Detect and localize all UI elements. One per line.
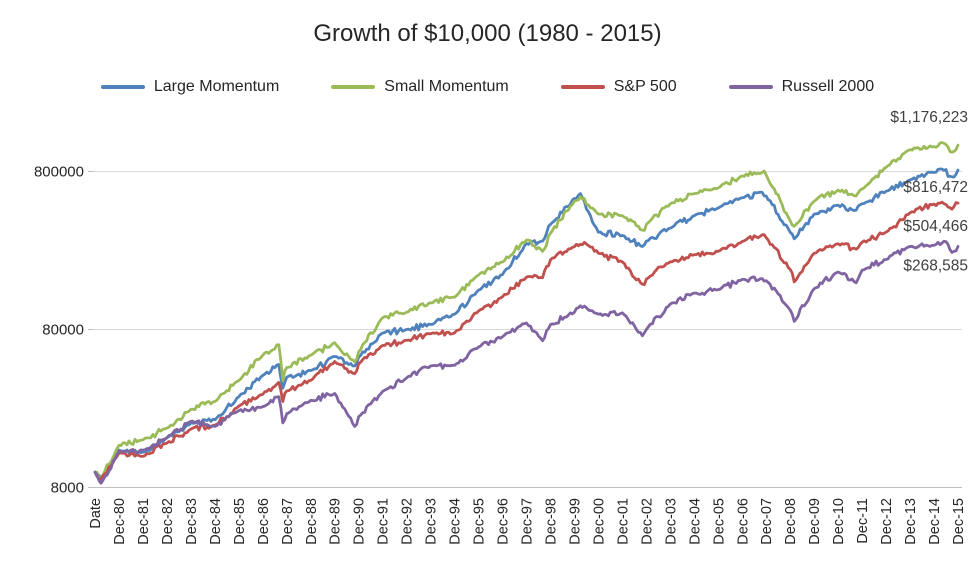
series-line-large-momentum — [93, 167, 960, 481]
legend-item-russell2000: Russell 2000 — [728, 78, 875, 96]
series-end-label-small-momentum: $1,176,223 — [890, 109, 968, 126]
legend-label: Large Momentum — [153, 78, 280, 95]
x-axis-tick-label: Dec-10 — [831, 498, 847, 545]
x-axis-tick-label: Dec-95 — [472, 498, 488, 545]
series-end-label-s-p-500: $504,466 — [903, 218, 968, 235]
legend-label: S&P 500 — [613, 78, 677, 95]
x-axis-tick-label: Dec-05 — [711, 498, 727, 545]
x-axis-tick-label: Dec-80 — [112, 498, 128, 545]
x-axis-tick-label: Dec-99 — [567, 498, 583, 545]
x-axis-tick-label: Dec-97 — [520, 498, 536, 545]
x-axis-tick-label: Dec-09 — [807, 498, 823, 545]
x-axis-tick-label: Dec-93 — [424, 498, 440, 545]
x-axis-tick-label: Dec-98 — [543, 498, 559, 545]
x-axis-tick-label: Dec-06 — [735, 498, 751, 545]
series-line-s-p-500 — [93, 200, 960, 481]
series-line-small-momentum — [93, 141, 960, 480]
legend-label: Russell 2000 — [781, 78, 875, 95]
series-end-label-large-momentum: $816,472 — [903, 179, 968, 196]
y-axis-tick-label: 800000 — [34, 164, 84, 181]
x-axis-tick-label: Dec-15 — [951, 498, 967, 545]
x-axis-tick-label: Dec-01 — [615, 498, 631, 545]
legend-item-sp500: S&P 500 — [560, 78, 677, 96]
x-axis-tick-label: Dec-89 — [328, 498, 344, 545]
legend-line-swatch — [331, 85, 376, 89]
legend-label: Small Momentum — [384, 78, 509, 95]
x-axis-tick-label: Dec-92 — [400, 498, 416, 545]
x-axis-tick-label: Dec-84 — [208, 498, 224, 545]
x-axis-tick-label: Dec-96 — [496, 498, 512, 545]
x-axis-tick-label: Dec-86 — [256, 498, 272, 545]
legend-line-swatch — [560, 85, 605, 89]
series-end-label-russell-2000: $268,585 — [903, 257, 968, 274]
x-axis-tick-label: Dec-13 — [903, 498, 919, 545]
x-axis-tick-label: Dec-02 — [639, 498, 655, 545]
x-axis-tick-label: Dec-83 — [184, 498, 200, 545]
x-axis-tick-label: Dec-87 — [280, 498, 296, 545]
x-axis-tick-label: Date — [88, 498, 104, 529]
x-axis-tick-label: Dec-11 — [855, 498, 871, 544]
x-axis-tick-label: Dec-03 — [663, 498, 679, 545]
x-axis-tick-label: Dec-00 — [591, 498, 607, 545]
legend-line-swatch — [100, 85, 145, 89]
x-axis-tick-label: Dec-88 — [304, 498, 320, 545]
x-axis-tick-label: Dec-85 — [232, 498, 248, 545]
x-axis-tick-label: Dec-94 — [448, 498, 464, 545]
x-axis-tick-label: Dec-08 — [783, 498, 799, 545]
x-axis-tick-label: Dec-90 — [352, 498, 368, 545]
legend-item-small-momentum: Small Momentum — [331, 78, 509, 96]
legend-line-swatch — [728, 85, 773, 89]
x-axis-tick-label: Dec-82 — [160, 498, 176, 545]
series-line-russell-2000 — [93, 239, 960, 485]
x-axis-tick-label: Dec-07 — [759, 498, 775, 545]
x-axis-tick-label: Dec-81 — [136, 498, 152, 545]
chart-title: Growth of $10,000 (1980 - 2015) — [313, 20, 662, 47]
x-axis-tick-label: Dec-12 — [879, 498, 895, 545]
y-axis-tick-label: 80000 — [42, 322, 84, 339]
x-axis-tick-label: Dec-14 — [927, 498, 943, 545]
legend: Large Momentum Small Momentum S&P 500 Ru… — [0, 78, 975, 96]
legend-item-large-momentum: Large Momentum — [100, 78, 280, 96]
y-axis-tick-label: 8000 — [51, 480, 84, 497]
x-axis-tick-label: Dec-04 — [687, 498, 703, 545]
x-axis-tick-label: Dec-91 — [376, 498, 392, 545]
